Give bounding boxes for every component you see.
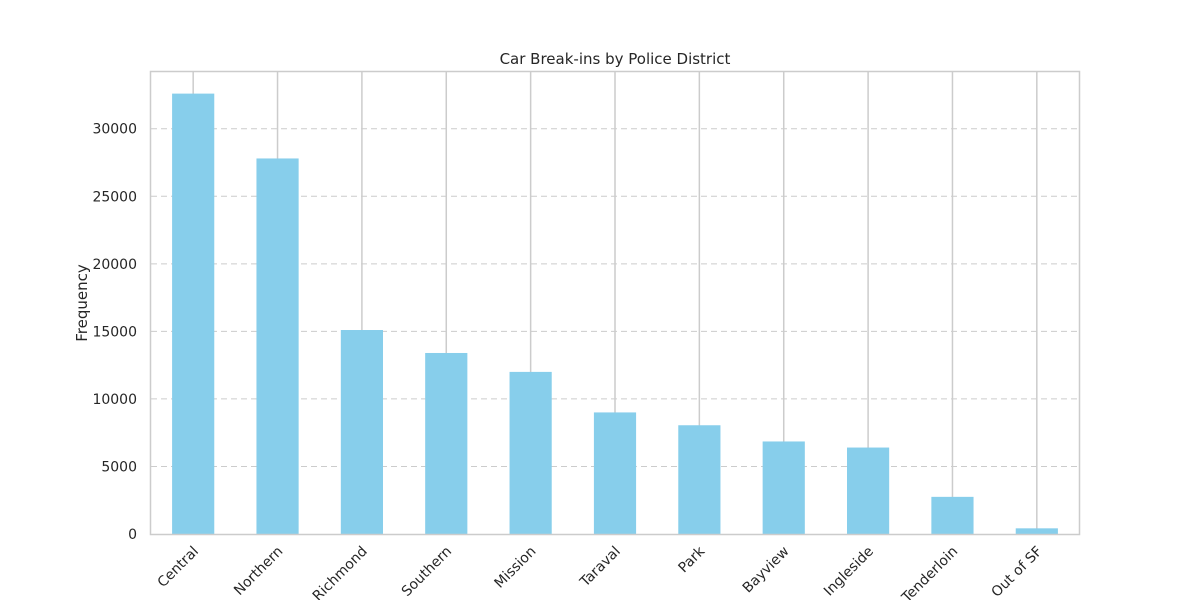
bar-out-of-sf [1015,528,1058,534]
y-tick-label: 0 [128,527,137,543]
y-tick-labels: 0 5000 10000 15000 20000 25000 30000 [92,122,137,543]
y-tick-label: 20000 [92,257,137,273]
bar-bayview [762,441,805,534]
bar-taraval [593,412,637,534]
plot-frame [149,70,1081,536]
bar-tenderloin [931,496,974,534]
bar-mission [509,371,552,534]
bar-southern [425,352,468,534]
y-tick-label: 15000 [92,324,137,340]
y-tick-label: 25000 [92,189,137,205]
y-tick-label: 10000 [92,392,137,408]
chart-title: Car Break-ins by Police District [500,50,731,68]
y-axis-label: Frequency [73,264,91,342]
bar-richmond [340,330,383,534]
bars [172,93,1058,534]
bar-park [678,425,721,534]
y-tick-label: 30000 [92,122,137,138]
bar-northern [256,158,299,534]
y-tick-label: 5000 [101,459,137,475]
bar-ingleside [847,447,890,534]
bar-central [172,93,215,534]
